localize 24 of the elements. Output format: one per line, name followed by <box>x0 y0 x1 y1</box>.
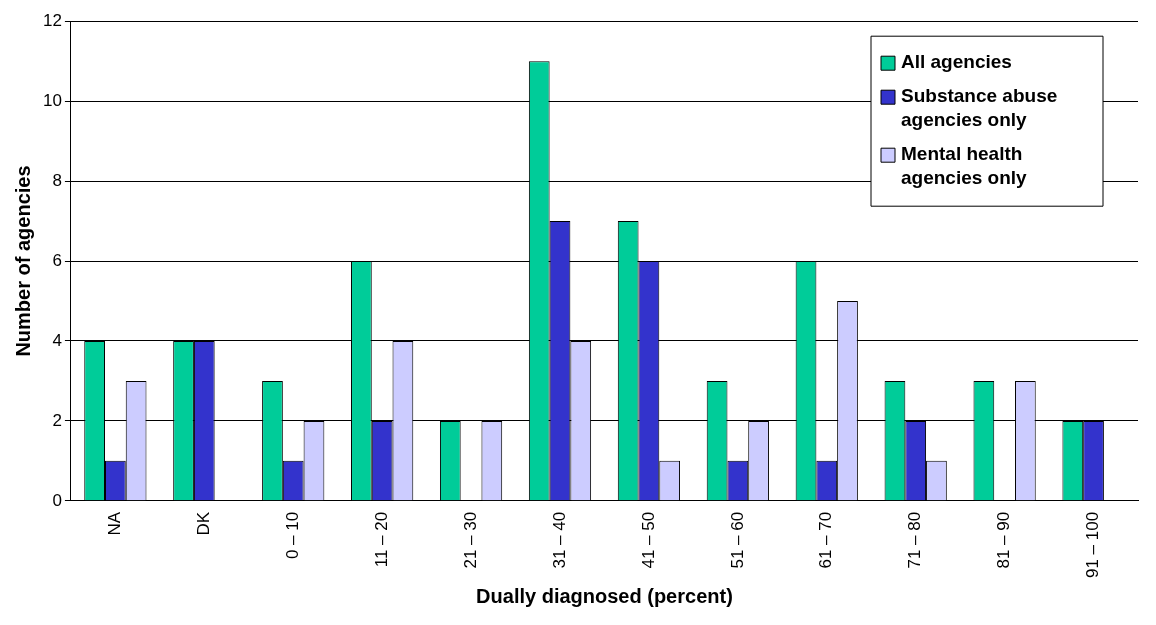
y-tick-label: 10 <box>42 90 62 110</box>
x-tick-label: DK <box>193 511 213 536</box>
y-axis-title: Number of agencies <box>11 165 34 357</box>
y-tick-label: 6 <box>52 250 62 270</box>
x-tick-label: 61 – 70 <box>816 511 836 569</box>
x-tick-label: 31 – 40 <box>549 511 569 569</box>
x-tick-label: 81 – 90 <box>994 511 1014 569</box>
x-tick-label: 41 – 50 <box>638 511 658 569</box>
x-tick-label: 51 – 60 <box>727 511 747 569</box>
x-tick-label: 71 – 80 <box>905 511 925 569</box>
x-tick-label: 11 – 20 <box>371 511 391 568</box>
x-tick-label: 0 – 10 <box>282 511 302 560</box>
y-tick-label: 4 <box>52 330 62 350</box>
x-tick-label: NA <box>105 511 125 536</box>
x-axis-title: Dually diagnosed (percent) <box>476 584 733 607</box>
x-tick-label: 91 – 100 <box>1083 511 1103 579</box>
y-tick-label: 0 <box>52 490 62 510</box>
legend-label: Mental health agencies only <box>901 143 1028 189</box>
legend-label: All agencies <box>901 51 1012 73</box>
legend-label: Substance abuse agencies only <box>901 85 1058 131</box>
x-tick-label: 21 – 30 <box>460 511 480 569</box>
y-tick-label: 8 <box>52 170 62 190</box>
y-tick-label: 12 <box>42 10 62 30</box>
y-tick-label: 2 <box>52 410 62 430</box>
